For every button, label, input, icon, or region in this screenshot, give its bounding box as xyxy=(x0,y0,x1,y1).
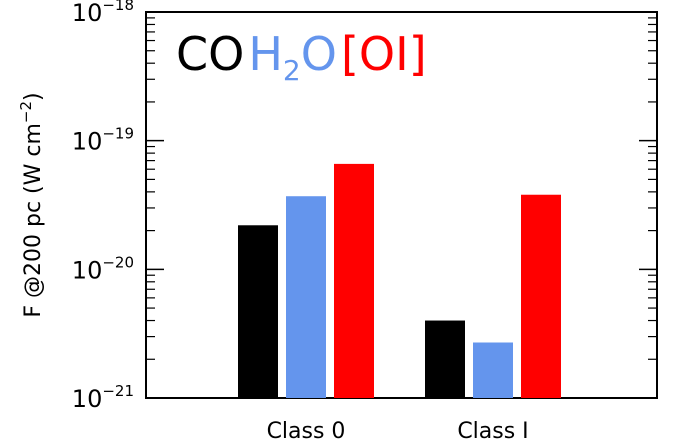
legend-item: [OI] xyxy=(341,27,427,81)
axis-ticks xyxy=(146,11,657,399)
bar-oi-class-i xyxy=(521,194,561,398)
bar-h2o-class-0 xyxy=(286,196,326,398)
y-tick-label: 10−18 xyxy=(72,0,134,27)
legend-item: H2O xyxy=(248,27,337,87)
bars xyxy=(238,163,561,398)
y-axis-title: F @200 pc (W cm−2) xyxy=(17,92,46,317)
y-axis-title-rot: F @200 pc (W cm−2) xyxy=(17,92,46,317)
plot-frame xyxy=(145,11,658,399)
legend: CO H2O [OI] xyxy=(176,27,427,87)
x-category-label: Class 0 xyxy=(267,419,346,444)
bar-co-class-i xyxy=(425,320,465,398)
bar-oi-class-0 xyxy=(334,163,374,398)
x-category-label: Class I xyxy=(457,419,528,444)
plot-area xyxy=(145,11,658,399)
y-axis-title-group: F @200 pc (W cm−2) xyxy=(17,92,46,317)
y-tick-label: 10−19 xyxy=(72,125,134,156)
y-tick-label: 10−20 xyxy=(72,253,134,284)
y-tick-labels: 10−21 10−20 10−19 10−18 xyxy=(72,0,134,413)
y-tick-label: 10−21 xyxy=(72,382,134,413)
bar-h2o-class-i xyxy=(473,342,513,398)
legend-item: CO xyxy=(176,27,244,81)
x-category-labels: Class 0 Class I xyxy=(267,419,529,444)
bar-co-class-0 xyxy=(238,225,278,398)
